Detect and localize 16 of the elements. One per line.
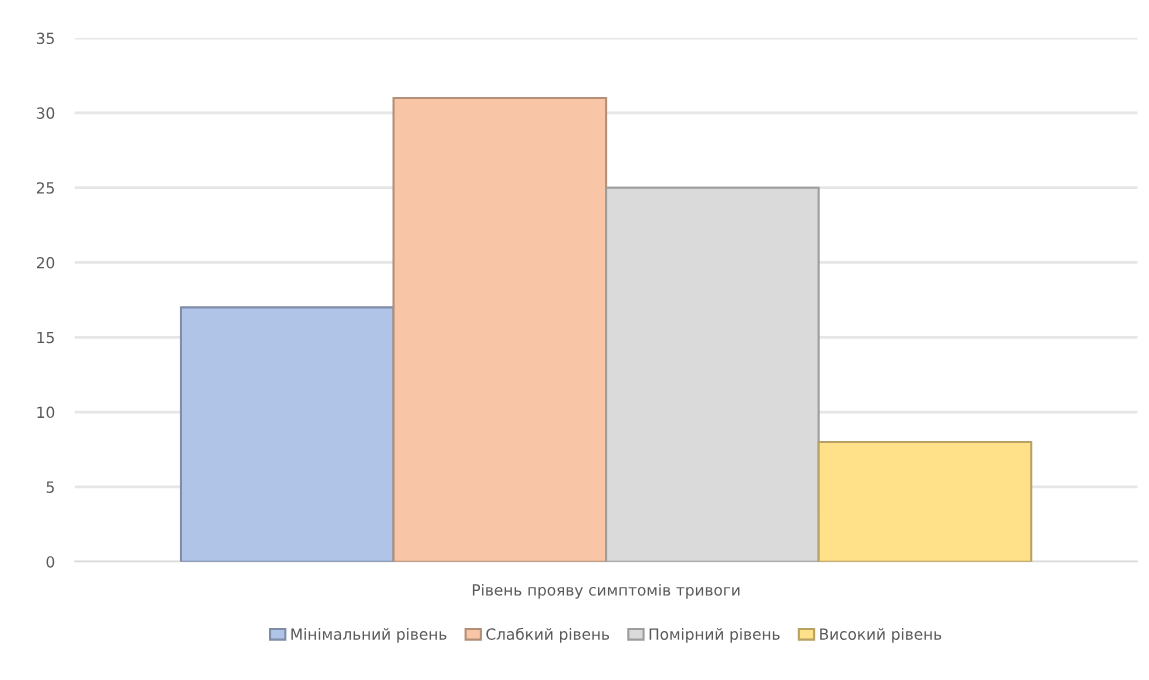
y-tick-label: 10: [37, 406, 55, 419]
legend-label: Помірний рівень: [649, 628, 780, 643]
bar: [179, 306, 395, 562]
y-tick-label: 15: [37, 331, 54, 344]
bar: [392, 96, 608, 562]
y-tick-label: 0: [46, 556, 55, 568]
y-tick-label: 35: [36, 32, 54, 45]
y-tick-label: 25: [36, 182, 54, 194]
legend-label: Мінімальний рівень: [291, 628, 447, 643]
y-tick-label: 30: [36, 107, 55, 119]
y-tick-label: 5: [46, 481, 54, 493]
legend-label: Слабкий рівень: [486, 627, 610, 643]
x-tick-label: Рівень прояву симптомів тривоги: [472, 583, 740, 599]
y-tick-label: 20: [36, 256, 55, 269]
bar: [817, 440, 1033, 562]
legend-label: Високий рівень: [820, 628, 942, 643]
